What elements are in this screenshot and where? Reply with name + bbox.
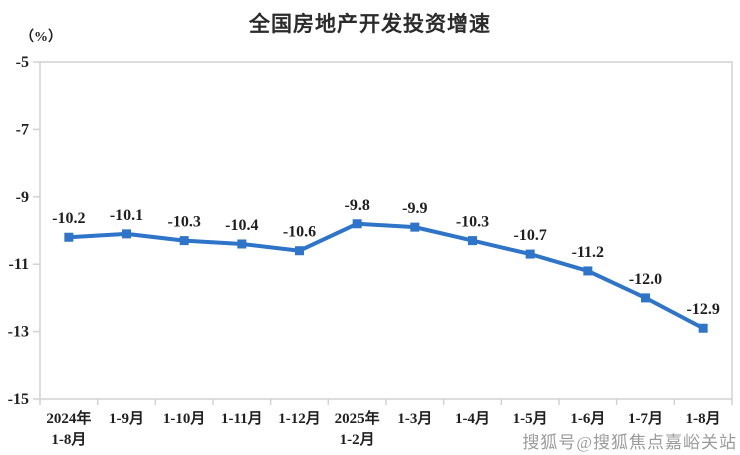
data-point-marker <box>64 232 74 242</box>
data-point-label: -10.3 <box>168 214 201 231</box>
y-axis-tick-label: -5 <box>16 54 29 71</box>
data-point-marker <box>179 236 189 246</box>
x-axis-label: 1-8月 <box>686 410 721 427</box>
y-axis-unit-label: （%） <box>20 30 62 45</box>
x-axis-label: 1-6月 <box>570 410 605 427</box>
y-axis-tick-label: -11 <box>9 256 29 273</box>
y-axis-tick-label: -13 <box>8 324 29 341</box>
data-point-marker <box>352 219 362 229</box>
watermark: 搜狐号@搜狐焦点嘉峪关站 <box>522 433 737 452</box>
data-point-marker <box>237 239 247 249</box>
data-point-label: -12.0 <box>629 271 662 288</box>
x-axis-label: 2025年 <box>335 409 380 427</box>
data-point-label: -9.8 <box>345 197 370 214</box>
x-axis-label: 1-12月 <box>278 410 321 427</box>
x-axis-label: 1-11月 <box>221 410 263 427</box>
data-point-marker <box>468 236 477 246</box>
data-point-label: -9.9 <box>402 200 427 217</box>
data-point-label: -12.9 <box>687 301 720 318</box>
x-axis-label: 1-7月 <box>628 410 663 427</box>
x-axis-label: 1-2月 <box>340 431 375 448</box>
x-axis-label: 1-8月 <box>51 431 86 448</box>
data-point-label: -10.3 <box>456 214 489 231</box>
x-axis-label: 1-5月 <box>513 410 548 427</box>
data-point-label: -10.2 <box>52 210 85 227</box>
x-axis-label: 1-10月 <box>163 410 206 427</box>
series-line <box>68 221 705 331</box>
data-point-marker <box>641 293 650 303</box>
data-point-label: -10.6 <box>283 224 316 241</box>
y-axis-tick-label: -7 <box>16 121 29 138</box>
data-point-marker <box>525 249 535 259</box>
chart-title: 全国房地产开发投资增速 <box>249 13 491 36</box>
y-axis-tick-label: -9 <box>16 189 29 206</box>
x-axis-label: 1-3月 <box>397 410 432 427</box>
data-point-label: -10.7 <box>514 227 547 244</box>
x-axis-label: 2024年 <box>46 409 91 427</box>
y-axis-tick-label: -15 <box>8 391 29 408</box>
data-point-label: -10.4 <box>225 217 258 234</box>
data-point-marker <box>698 323 708 333</box>
plot-border <box>39 61 733 400</box>
data-point-label: -10.1 <box>110 207 143 224</box>
data-point-marker <box>583 266 593 276</box>
data-point-marker <box>410 222 420 232</box>
data-point-marker <box>122 229 131 239</box>
data-point-label: -11.2 <box>572 244 604 261</box>
data-point-marker <box>295 246 304 256</box>
x-axis-label: 1-4月 <box>455 410 490 427</box>
x-axis-label: 1-9月 <box>109 410 144 427</box>
